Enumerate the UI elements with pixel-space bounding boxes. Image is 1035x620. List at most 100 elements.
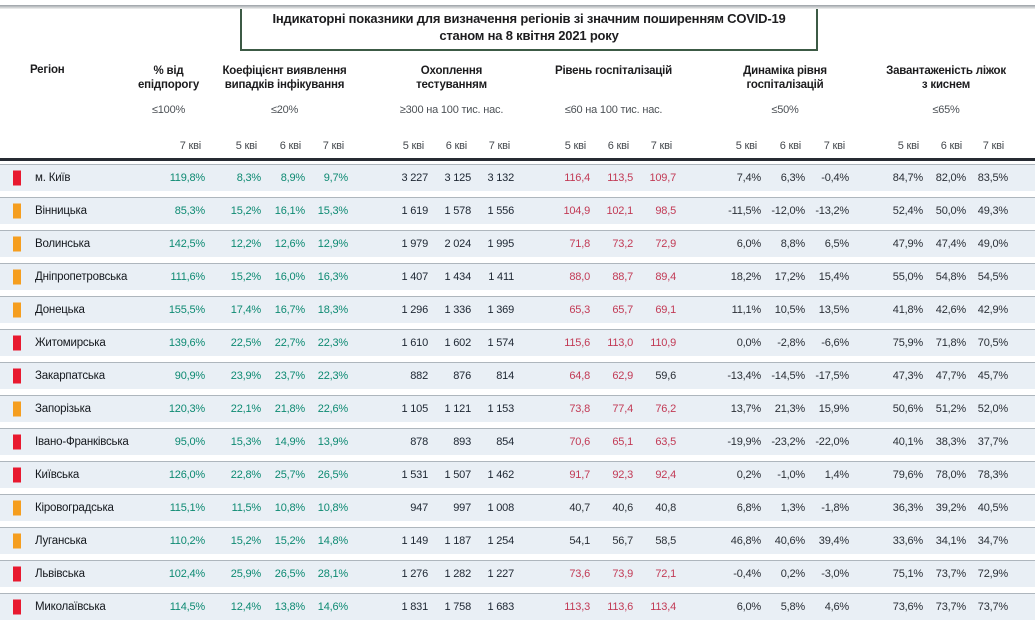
- epid-value: 95,0%: [174, 436, 205, 448]
- status-marker: [13, 335, 21, 351]
- dyn-value: 13,5%: [818, 304, 849, 316]
- test-value: 882: [410, 370, 428, 382]
- region-name: Івано-Франківська: [35, 436, 129, 448]
- dyn-value: -13,2%: [815, 205, 849, 217]
- table-row: Запорізька 120,3% 22,1% 21,8% 22,6% 1 105 1 1…: [0, 395, 1035, 422]
- test-value: 893: [453, 436, 471, 448]
- dyn-value: -23,2%: [771, 436, 805, 448]
- table-body: м. Київ 119,8% 8,3% 8,9% 9,7% 3 227 3 125 3 13…: [0, 164, 1035, 620]
- status-marker: [13, 269, 21, 285]
- status-marker: [13, 533, 21, 549]
- hosp-value: 73,2: [612, 238, 633, 250]
- beds-value: 42,6%: [935, 304, 966, 316]
- header-separator: [0, 158, 1035, 161]
- epid-value: 139,6%: [168, 337, 205, 349]
- date-label: 7 кві: [488, 140, 510, 152]
- coef-value: 12,6%: [274, 238, 305, 250]
- test-value: 1 531: [401, 469, 428, 481]
- hosp-value: 73,9: [612, 568, 633, 580]
- dyn-value: 6,0%: [736, 238, 761, 250]
- region-cell: Луганська: [0, 533, 130, 549]
- region-name: Запорізька: [35, 403, 91, 415]
- test-value: 1 105: [401, 403, 428, 415]
- date-label: 6 кві: [445, 140, 467, 152]
- beds-value: 70,5%: [977, 337, 1008, 349]
- coef-value: 22,8%: [230, 469, 261, 481]
- beds-value: 34,1%: [935, 535, 966, 547]
- column-header-region: Регіон: [30, 64, 65, 76]
- table-row: Кіровоградська 115,1% 11,5% 10,8% 10,8% 947 9…: [0, 494, 1035, 521]
- hosp-value: 73,6: [569, 568, 590, 580]
- beds-value: 82,0%: [935, 172, 966, 184]
- dyn-value: 6,3%: [780, 172, 805, 184]
- date-label: 5 кві: [735, 140, 757, 152]
- coef-value: 17,4%: [230, 304, 261, 316]
- region-cell: м. Київ: [0, 170, 130, 186]
- test-value: 1 602: [444, 337, 471, 349]
- table-row: Волинська 142,5% 12,2% 12,6% 12,9% 1 979 2 02…: [0, 230, 1035, 257]
- coef-value: 10,8%: [274, 502, 305, 514]
- test-value: 1 008: [487, 502, 514, 514]
- test-value: 1 619: [401, 205, 428, 217]
- test-value: 1 227: [487, 568, 514, 580]
- status-marker: [13, 302, 21, 318]
- region-name: Дніпропетровська: [35, 271, 128, 283]
- status-marker: [13, 467, 21, 483]
- dyn-value: 1,4%: [824, 469, 849, 481]
- test-value: 3 227: [401, 172, 428, 184]
- dyn-value: 39,4%: [818, 535, 849, 547]
- table-row: Закарпатська 90,9% 23,9% 23,7% 22,3% 882 876 8…: [0, 362, 1035, 389]
- region-name: Кіровоградська: [35, 502, 114, 514]
- dyn-value: -1,8%: [821, 502, 849, 514]
- dyn-value: -2,8%: [777, 337, 805, 349]
- hosp-value: 89,4: [655, 271, 676, 283]
- beds-value: 73,6%: [892, 601, 923, 613]
- dyn-value: -19,9%: [727, 436, 761, 448]
- test-value: 3 132: [487, 172, 514, 184]
- test-value: 1 462: [487, 469, 514, 481]
- dyn-value: 8,8%: [780, 238, 805, 250]
- beds-value: 54,5%: [977, 271, 1008, 283]
- hosp-value: 102,1: [606, 205, 633, 217]
- region-cell: Житомирська: [0, 335, 130, 351]
- coef-value: 14,6%: [317, 601, 348, 613]
- region-cell: Київська: [0, 467, 130, 483]
- beds-value: 78,3%: [977, 469, 1008, 481]
- dyn-value: 13,7%: [730, 403, 761, 415]
- dyn-value: 5,8%: [780, 601, 805, 613]
- test-value: 1 282: [444, 568, 471, 580]
- hosp-value: 59,6: [655, 370, 676, 382]
- beds-value: 78,0%: [935, 469, 966, 481]
- coef-value: 15,3%: [230, 436, 261, 448]
- dyn-value: 6,5%: [824, 238, 849, 250]
- hosp-value: 88,0: [569, 271, 590, 283]
- region-cell: Донецька: [0, 302, 130, 318]
- coef-value: 25,9%: [230, 568, 261, 580]
- hosp-value: 69,1: [655, 304, 676, 316]
- hosp-value: 73,8: [569, 403, 590, 415]
- hosp-value: 63,5: [655, 436, 676, 448]
- dyn-value: -6,6%: [821, 337, 849, 349]
- region-name: м. Київ: [35, 172, 71, 184]
- coef-value: 16,3%: [317, 271, 348, 283]
- coef-value: 28,1%: [317, 568, 348, 580]
- dyn-value: -12,0%: [771, 205, 805, 217]
- beds-value: 75,9%: [892, 337, 923, 349]
- test-value: 1 153: [487, 403, 514, 415]
- dyn-value: 17,2%: [774, 271, 805, 283]
- hosp-value: 115,6: [564, 337, 590, 349]
- dyn-value: -14,5%: [771, 370, 805, 382]
- epid-value: 102,4%: [168, 568, 205, 580]
- test-value: 1 979: [401, 238, 428, 250]
- dyn-value: -11,5%: [728, 205, 761, 217]
- region-name: Волинська: [35, 238, 90, 250]
- status-marker: [13, 434, 21, 450]
- hosp-value: 113,4: [650, 601, 676, 613]
- status-marker: [13, 170, 21, 186]
- coef-value: 16,1%: [274, 205, 305, 217]
- test-value: 814: [496, 370, 514, 382]
- hosp-value: 113,6: [607, 601, 633, 613]
- coef-value: 21,8%: [274, 403, 305, 415]
- coef-value: 9,7%: [323, 172, 348, 184]
- hosp-value: 62,9: [612, 370, 633, 382]
